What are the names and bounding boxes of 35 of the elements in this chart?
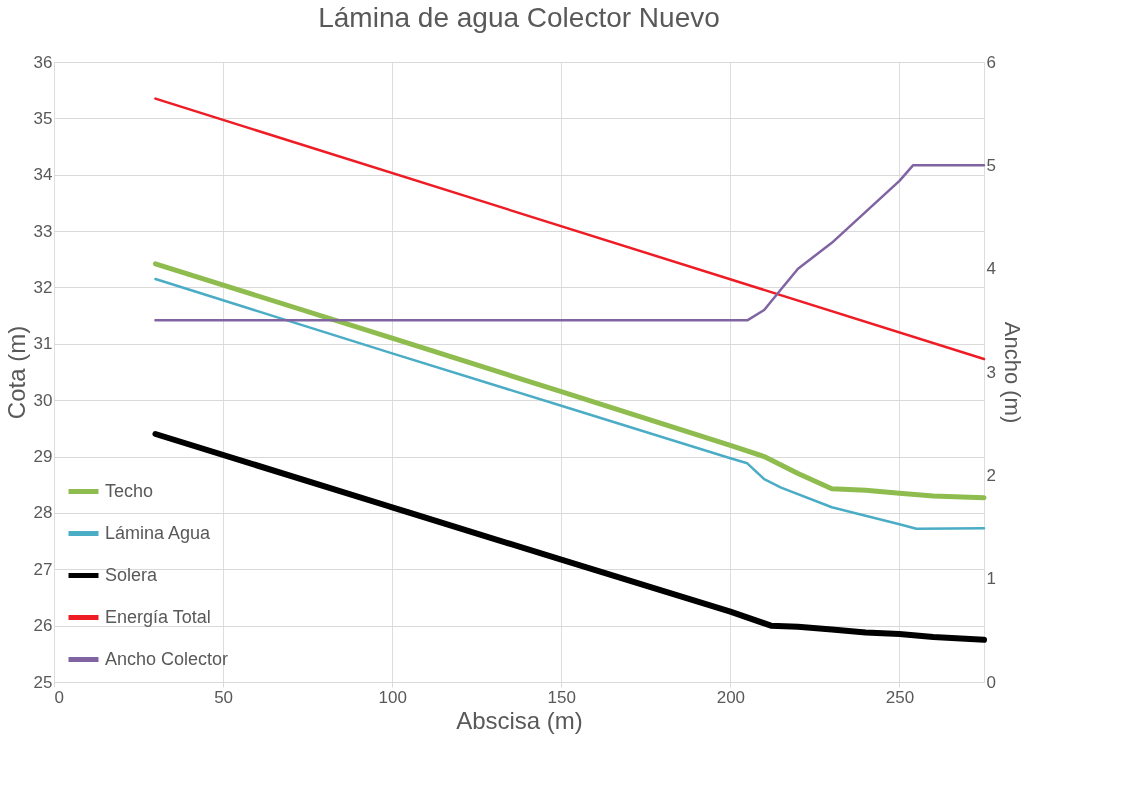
y-tick-label: 36 (33, 52, 53, 72)
x-tick-label: 200 (716, 687, 746, 707)
x-tick-label: 50 (214, 687, 234, 707)
legend-label: Ancho Colector (105, 648, 229, 669)
y2-tick-label: 4 (986, 259, 996, 279)
y-tick-label: 25 (33, 672, 53, 692)
y2-tick-label: 0 (986, 672, 996, 692)
line-series (154, 164, 986, 322)
chart-title: Lámina de agua Colector Nuevo (318, 2, 720, 33)
y-tick-label: 32 (33, 277, 53, 297)
legend-label: Lámina Agua (105, 522, 212, 543)
y-tick-label: 34 (33, 165, 53, 185)
x-tick-label: 0 (54, 687, 64, 707)
y2-tick-label: 1 (986, 569, 996, 589)
y-tick-label: 27 (33, 559, 53, 579)
y-tick-label: 26 (33, 616, 53, 636)
y2-tick-label: 2 (986, 465, 996, 485)
y-tick-label: 35 (33, 108, 53, 128)
y-tick-label: 30 (33, 390, 53, 410)
y-tick-label: 28 (33, 503, 53, 523)
x-tick-label: 100 (378, 687, 407, 707)
x-axis-title: Abscisa (m) (456, 706, 583, 734)
y-tick-label: 31 (33, 334, 53, 354)
y-tick-label: 29 (33, 447, 53, 467)
y2-tick-label: 3 (986, 362, 996, 382)
y2-axis-title: Ancho (m) (999, 321, 1025, 424)
y-tick-label: 33 (33, 221, 53, 241)
y2-tick-label: 5 (986, 155, 996, 175)
legend-label: Solera (105, 564, 159, 585)
x-tick-label: 150 (547, 687, 576, 707)
y2-tick-label: 6 (986, 52, 996, 72)
legend-label: Techo (105, 480, 154, 501)
y-axis-title: Cota (m) (2, 325, 30, 420)
legend-label: Energía Total (105, 606, 211, 627)
x-tick-label: 250 (885, 687, 915, 707)
